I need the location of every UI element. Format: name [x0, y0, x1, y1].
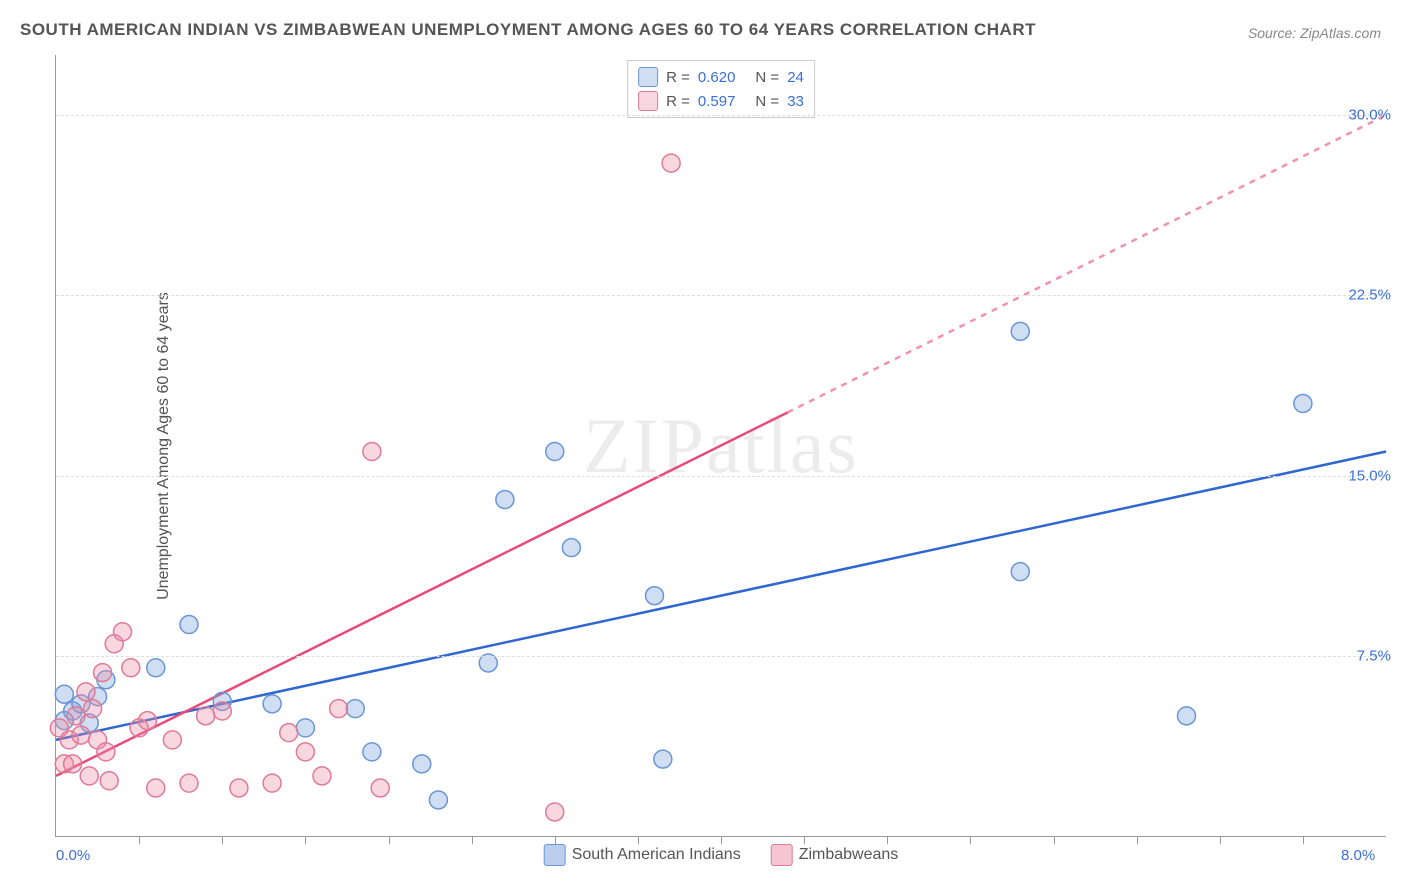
x-tick [222, 836, 223, 844]
scatter-point [330, 700, 348, 718]
scatter-point [546, 443, 564, 461]
legend-correlation-box: R = 0.620 N = 24 R = 0.597 N = 33 [627, 60, 815, 118]
legend-correlation-row: R = 0.620 N = 24 [638, 65, 804, 89]
scatter-point [296, 719, 314, 737]
scatter-point [263, 774, 281, 792]
x-tick [970, 836, 971, 844]
scatter-point [94, 664, 112, 682]
legend-n-label: N = [755, 69, 779, 86]
scatter-point [280, 724, 298, 742]
scatter-point [180, 774, 198, 792]
legend-correlation-row: R = 0.597 N = 33 [638, 89, 804, 113]
y-tick-label: 7.5% [1357, 647, 1391, 664]
trend-line-solid [56, 452, 1386, 740]
x-tick [804, 836, 805, 844]
scatter-point [114, 623, 132, 641]
scatter-point [197, 707, 215, 725]
scatter-point [77, 683, 95, 701]
legend-n-value: 33 [787, 93, 804, 110]
legend-swatch [771, 844, 793, 866]
x-tick [389, 836, 390, 844]
gridline-h [56, 295, 1386, 296]
scatter-point [346, 700, 364, 718]
x-tick [472, 836, 473, 844]
x-tick [305, 836, 306, 844]
scatter-point [230, 779, 248, 797]
scatter-point [1011, 322, 1029, 340]
scatter-point [263, 695, 281, 713]
scatter-point [80, 767, 98, 785]
legend-swatch [544, 844, 566, 866]
gridline-h [56, 656, 1386, 657]
legend-n-label: N = [755, 93, 779, 110]
scatter-point [646, 587, 664, 605]
legend-r-label: R = [666, 93, 690, 110]
scatter-point [363, 743, 381, 761]
scatter-point [138, 712, 156, 730]
x-tick [1220, 836, 1221, 844]
legend-series-label: South American Indians [572, 846, 741, 863]
legend-r-value: 0.597 [698, 93, 736, 110]
legend-r-label: R = [666, 69, 690, 86]
x-tick [1054, 836, 1055, 844]
scatter-point [55, 685, 73, 703]
legend-swatch [638, 91, 658, 111]
y-tick-label: 15.0% [1348, 467, 1391, 484]
source-label: Source: ZipAtlas.com [1248, 25, 1381, 41]
x-tick [555, 836, 556, 844]
scatter-point [97, 743, 115, 761]
scatter-point [163, 731, 181, 749]
scatter-point [662, 154, 680, 172]
x-tick-label: 8.0% [1341, 847, 1375, 864]
plot-area: ZIPatlas R = 0.620N = 24R = 0.597N = 33 … [55, 55, 1386, 837]
legend-series: South American Indians Zimbabweans [544, 844, 899, 866]
trend-line-solid [56, 412, 788, 775]
scatter-point [562, 539, 580, 557]
scatter-point [67, 707, 85, 725]
scatter-point [72, 726, 90, 744]
scatter-point [546, 803, 564, 821]
scatter-point [363, 443, 381, 461]
scatter-point [313, 767, 331, 785]
scatter-point [496, 491, 514, 509]
legend-swatch [638, 67, 658, 87]
legend-series-item: Zimbabweans [771, 844, 899, 866]
chart-title: SOUTH AMERICAN INDIAN VS ZIMBABWEAN UNEM… [20, 20, 1036, 40]
x-tick [1303, 836, 1304, 844]
scatter-point [100, 772, 118, 790]
scatter-point [1294, 394, 1312, 412]
x-tick [721, 836, 722, 844]
scatter-point [296, 743, 314, 761]
scatter-point [654, 750, 672, 768]
scatter-point [413, 755, 431, 773]
gridline-h [56, 115, 1386, 116]
scatter-point [213, 702, 231, 720]
scatter-point [371, 779, 389, 797]
legend-series-item: South American Indians [544, 844, 741, 866]
legend-series-label: Zimbabweans [799, 846, 899, 863]
scatter-point [64, 755, 82, 773]
x-tick [1137, 836, 1138, 844]
chart-svg [56, 55, 1386, 836]
legend-r-value: 0.620 [698, 69, 736, 86]
scatter-point [84, 700, 102, 718]
scatter-point [122, 659, 140, 677]
x-tick [139, 836, 140, 844]
y-tick-label: 30.0% [1348, 107, 1391, 124]
scatter-point [180, 616, 198, 634]
scatter-point [1011, 563, 1029, 581]
scatter-point [1178, 707, 1196, 725]
gridline-h [56, 476, 1386, 477]
scatter-point [147, 779, 165, 797]
x-tick-label: 0.0% [56, 847, 90, 864]
x-tick [638, 836, 639, 844]
x-tick [887, 836, 888, 844]
scatter-point [147, 659, 165, 677]
trend-line-dashed [788, 115, 1387, 412]
scatter-point [429, 791, 447, 809]
legend-n-value: 24 [787, 69, 804, 86]
y-tick-label: 22.5% [1348, 287, 1391, 304]
